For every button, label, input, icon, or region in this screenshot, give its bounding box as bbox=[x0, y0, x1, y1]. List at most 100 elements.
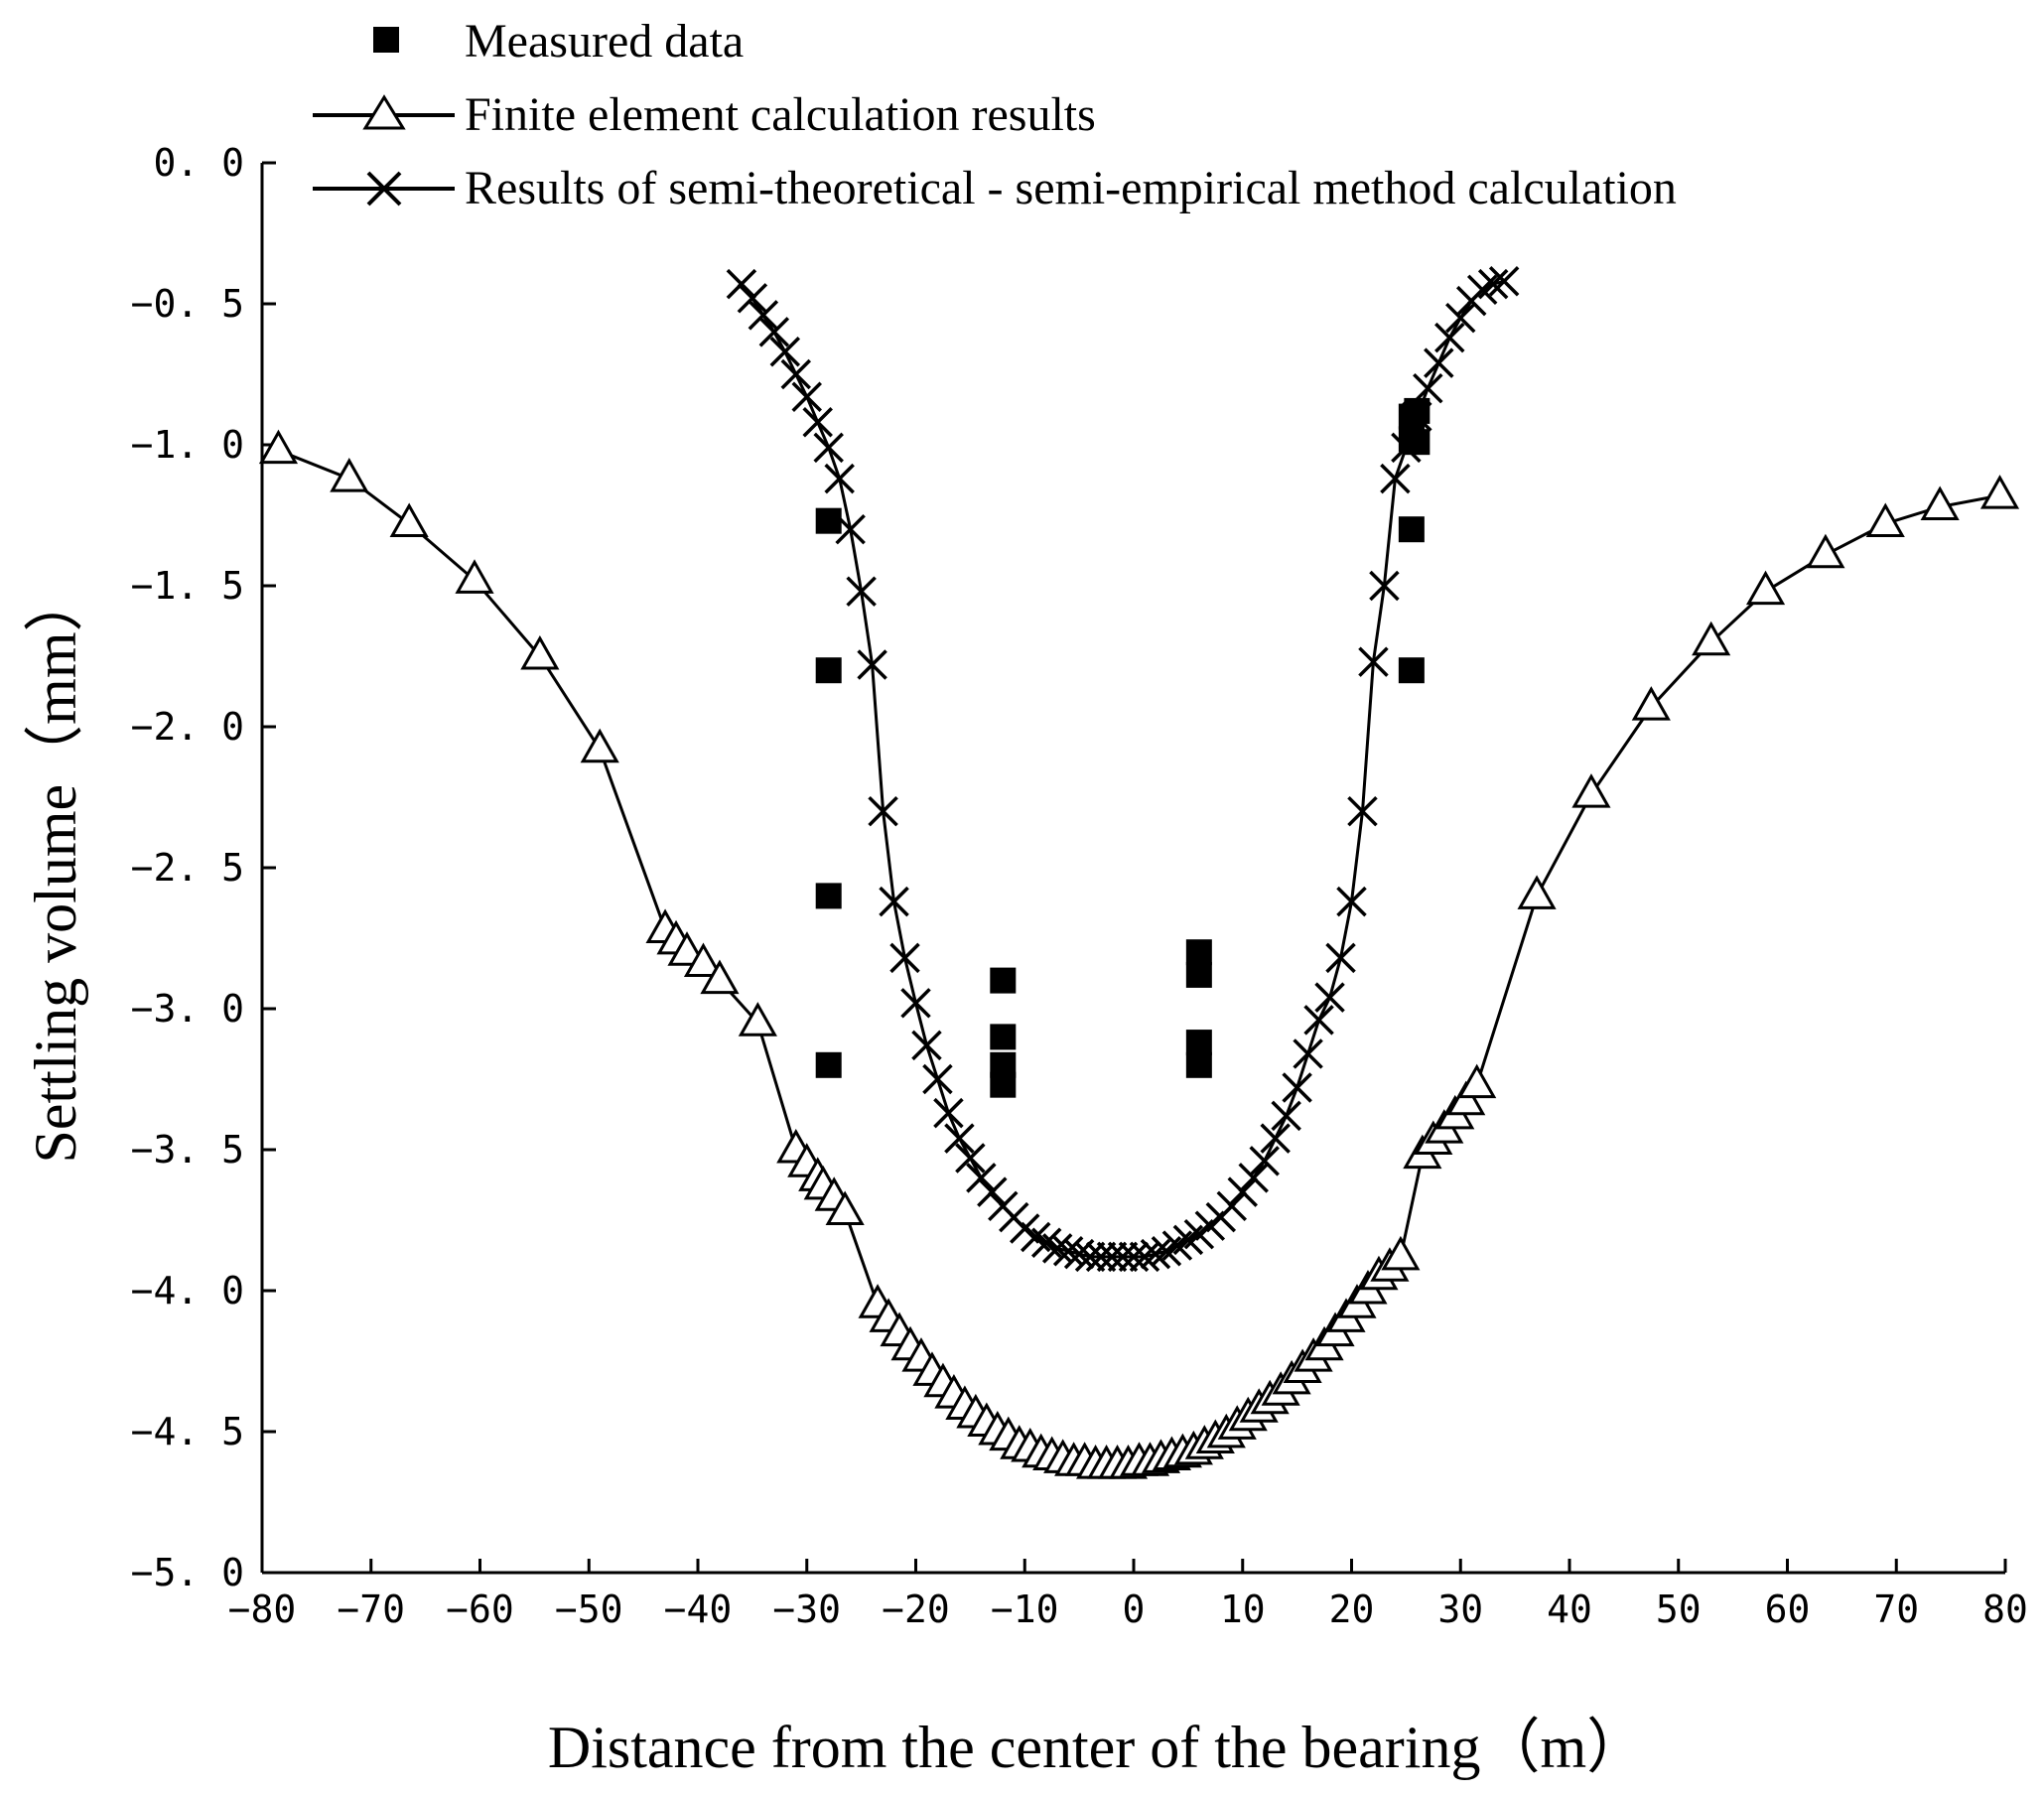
fem-point bbox=[258, 429, 299, 465]
y-axis-title: Settling volume（mm） bbox=[23, 573, 88, 1164]
semi-empirical-point bbox=[1358, 646, 1389, 677]
semi-empirical-point bbox=[1434, 322, 1465, 353]
series-2-line bbox=[740, 279, 1505, 1259]
semi-empirical-point bbox=[1325, 942, 1356, 974]
legend-label-semi-empirical: Results of semi-theoretical - semi-empir… bbox=[465, 162, 1677, 214]
semi-empirical-point bbox=[802, 407, 833, 438]
x-tick-label: 70 bbox=[1873, 1588, 1919, 1631]
axes: −80 −70 −60 −50 −40 −30 −20 −10 0 10 20 30 40 50 60 70 8… bbox=[131, 141, 2028, 1631]
x-tick-label: 50 bbox=[1656, 1588, 1702, 1631]
fem-point bbox=[1631, 686, 1671, 721]
measured-point bbox=[815, 507, 842, 534]
x-tick-label: −10 bbox=[991, 1588, 1059, 1631]
fem-point bbox=[389, 502, 429, 538]
x-tick-label: −30 bbox=[772, 1588, 841, 1631]
semi-empirical-point bbox=[955, 1143, 986, 1174]
semi-empirical-point bbox=[748, 300, 779, 331]
semi-empirical-point bbox=[1238, 1163, 1269, 1193]
y-tick-label: −3. 5 bbox=[131, 1128, 244, 1172]
semi-empirical-point bbox=[977, 1176, 1008, 1207]
semi-empirical-point bbox=[1402, 401, 1432, 432]
x-tick-label: 0 bbox=[1123, 1588, 1146, 1631]
semi-empirical-point bbox=[1336, 886, 1367, 917]
semi-empirical-point bbox=[769, 337, 801, 367]
measured-point bbox=[1185, 1051, 1212, 1078]
x-tick-label: 20 bbox=[1329, 1588, 1375, 1631]
semi-empirical-point bbox=[1424, 347, 1454, 378]
measured-point bbox=[1404, 397, 1431, 424]
semi-empirical-point bbox=[791, 381, 822, 412]
legend-triangle-marker bbox=[362, 94, 406, 130]
measured-point bbox=[1398, 657, 1425, 684]
semi-empirical-point bbox=[900, 988, 931, 1019]
semi-empirical-point bbox=[1314, 982, 1345, 1013]
semi-empirical-point bbox=[835, 513, 866, 545]
x-tick-label: −50 bbox=[555, 1588, 623, 1631]
semi-empirical-point bbox=[813, 432, 844, 464]
fem-point bbox=[1381, 1235, 1421, 1271]
measured-point bbox=[1398, 516, 1425, 543]
legend-item-semi-empirical: Results of semi-theoretical - semi-empir… bbox=[313, 162, 1677, 214]
x-tick-label: 30 bbox=[1437, 1588, 1483, 1631]
measured-point bbox=[815, 657, 842, 684]
measured-point bbox=[990, 967, 1017, 994]
semi-empirical-point bbox=[1249, 1146, 1280, 1176]
y-tick-label: −0. 5 bbox=[131, 282, 244, 326]
fem-point bbox=[1457, 1063, 1497, 1099]
y-tick-label: 0. 0 bbox=[153, 141, 244, 185]
y-axis-ticks: 0. 0 −0. 5 −1. 0 −1. 5 −2. 0 −2. 5 −3. 0 −3. 5 −… bbox=[131, 141, 276, 1594]
semi-empirical-point bbox=[922, 1063, 953, 1095]
fem-point bbox=[330, 458, 369, 492]
semi-empirical-point bbox=[1085, 1241, 1117, 1273]
semi-empirical-point bbox=[1380, 463, 1411, 494]
semi-empirical-point bbox=[846, 576, 877, 607]
y-tick-label: −1. 5 bbox=[131, 564, 244, 608]
fem-point bbox=[1865, 502, 1905, 538]
legend: Measured data Finite element calculation… bbox=[313, 15, 1677, 214]
semi-empirical-point bbox=[868, 795, 898, 827]
legend-item-measured: Measured data bbox=[373, 15, 744, 68]
semi-empirical-point bbox=[1282, 1072, 1312, 1103]
series-0-markers bbox=[815, 397, 1431, 1098]
measured-point bbox=[990, 1071, 1017, 1098]
fem-point bbox=[700, 959, 740, 995]
semi-empirical-point bbox=[1293, 1038, 1323, 1069]
y-tick-label: −4. 0 bbox=[131, 1269, 244, 1312]
semi-empirical-point bbox=[1488, 266, 1520, 297]
fem-point bbox=[1571, 773, 1611, 808]
fem-point bbox=[1806, 533, 1845, 569]
semi-empirical-point bbox=[1445, 302, 1476, 334]
y-tick-label: −4. 5 bbox=[131, 1410, 244, 1453]
fem-point bbox=[683, 942, 724, 978]
x-tick-label: 10 bbox=[1220, 1588, 1266, 1631]
fem-point bbox=[1517, 875, 1557, 909]
y-tick-label: −1. 0 bbox=[131, 423, 244, 467]
semi-empirical-point bbox=[857, 649, 887, 680]
semi-empirical-point bbox=[1303, 1005, 1334, 1036]
y-tick-label: −2. 5 bbox=[131, 846, 244, 890]
legend-square-marker bbox=[373, 27, 399, 53]
legend-label-finite-element: Finite element calculation results bbox=[465, 88, 1096, 141]
fem-point bbox=[1745, 570, 1786, 606]
semi-empirical-point bbox=[1271, 1100, 1301, 1132]
x-tick-label: 60 bbox=[1765, 1588, 1811, 1631]
x-tick-label: −60 bbox=[446, 1588, 514, 1631]
semi-empirical-point bbox=[933, 1097, 964, 1129]
semi-empirical-point bbox=[966, 1163, 997, 1193]
semi-empirical-point bbox=[1347, 795, 1378, 827]
fem-point bbox=[1692, 621, 1731, 656]
semi-empirical-point bbox=[1413, 372, 1443, 404]
y-tick-label: −2. 0 bbox=[131, 705, 244, 749]
fem-point bbox=[738, 1002, 777, 1036]
semi-empirical-point bbox=[726, 268, 757, 300]
semi-empirical-point bbox=[737, 283, 768, 314]
semi-empirical-point bbox=[824, 463, 855, 494]
semi-empirical-point bbox=[911, 1030, 942, 1061]
legend-label-measured: Measured data bbox=[465, 15, 744, 68]
x-tick-label: −80 bbox=[228, 1588, 297, 1631]
semi-empirical-point bbox=[1466, 274, 1498, 306]
measured-point bbox=[990, 1024, 1017, 1050]
plot-area bbox=[258, 266, 2020, 1479]
series-1-markers bbox=[258, 429, 2020, 1479]
